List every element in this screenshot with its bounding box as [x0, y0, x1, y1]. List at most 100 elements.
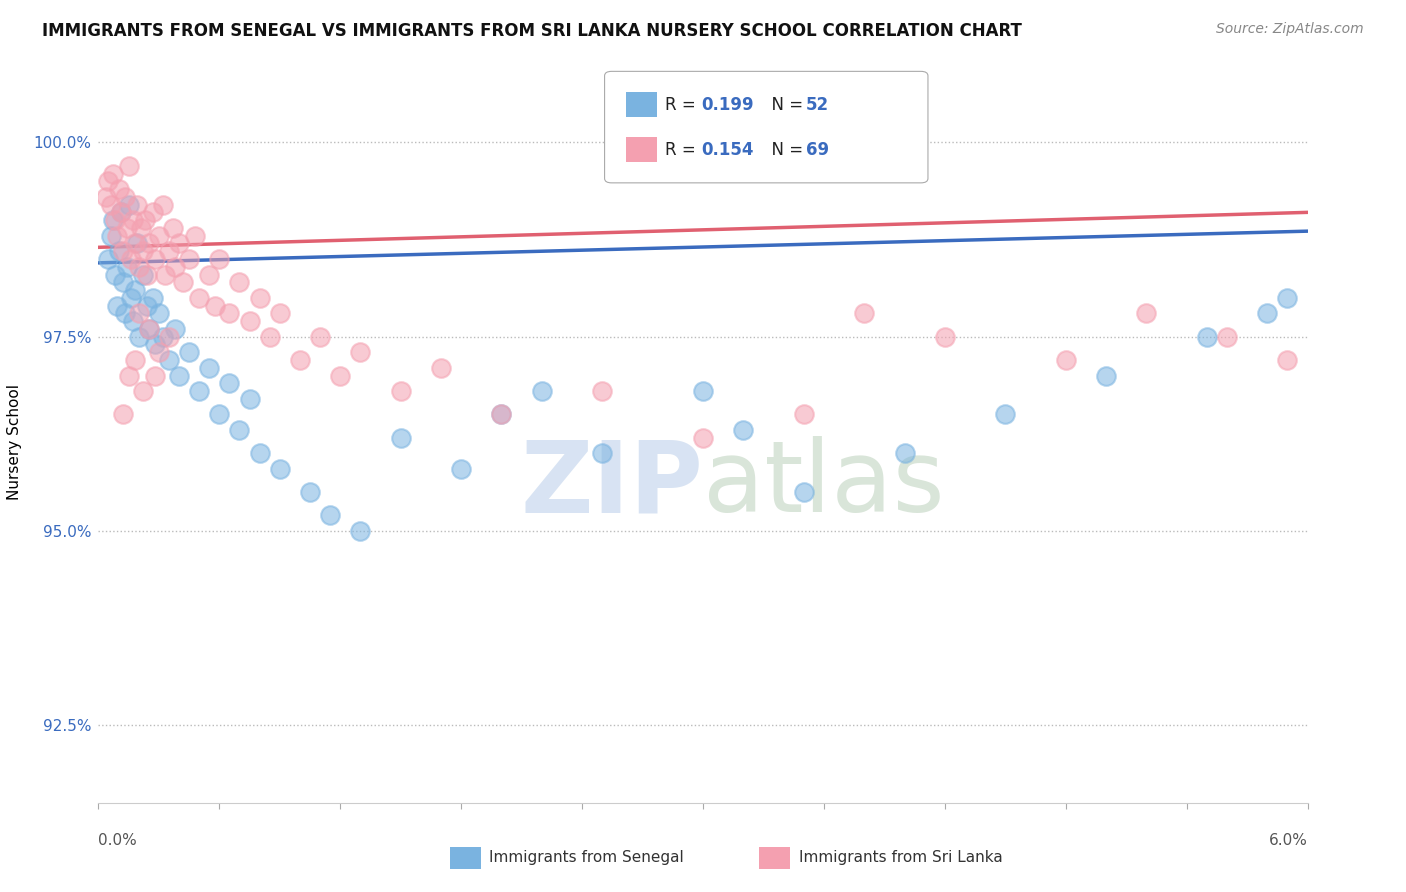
Point [1135, 306, 1157, 320]
Point [97, 252, 120, 266]
Point [163, 322, 186, 336]
Point [188, 384, 211, 398]
Point [198, 268, 221, 282]
Point [167, 368, 190, 383]
Point [125, 236, 148, 251]
Point [208, 252, 231, 266]
Text: ZIP: ZIP [520, 436, 703, 533]
Point [148, 228, 170, 243]
Point [105, 299, 128, 313]
Text: R =: R = [665, 141, 702, 159]
Point [135, 268, 157, 282]
Point [1095, 368, 1118, 383]
Point [204, 299, 226, 313]
Point [329, 368, 352, 383]
Point [114, 190, 136, 204]
Point [733, 423, 755, 437]
Point [793, 485, 815, 500]
Text: N =: N = [761, 141, 808, 159]
Point [288, 353, 311, 368]
Point [934, 329, 956, 343]
Point [853, 306, 876, 320]
Point [111, 408, 134, 422]
Point [309, 329, 332, 343]
Point [120, 291, 142, 305]
Text: 6.0%: 6.0% [1268, 833, 1308, 848]
Text: Immigrants from Senegal: Immigrants from Senegal [489, 850, 685, 864]
Point [138, 236, 160, 251]
Point [115, 220, 138, 235]
Point [692, 431, 714, 445]
Point [128, 260, 150, 274]
Y-axis label: Nursery School: Nursery School [7, 384, 22, 500]
Point [157, 244, 180, 259]
Point [450, 461, 472, 475]
Point [143, 337, 166, 351]
Text: 0.199: 0.199 [702, 95, 754, 113]
Text: 0.154: 0.154 [702, 141, 754, 159]
Text: Immigrants from Sri Lanka: Immigrants from Sri Lanka [799, 850, 1002, 864]
Point [132, 244, 155, 259]
Point [138, 322, 160, 336]
Point [124, 283, 146, 297]
Point [101, 167, 124, 181]
Point [138, 322, 160, 336]
Point [110, 205, 132, 219]
Point [692, 384, 714, 398]
Point [110, 205, 132, 219]
Point [152, 329, 174, 343]
Point [105, 228, 128, 243]
Point [128, 306, 150, 320]
Point [135, 299, 157, 313]
Point [249, 291, 271, 305]
Point [269, 461, 291, 475]
Point [111, 244, 134, 259]
Point [491, 408, 513, 422]
Point [121, 314, 143, 328]
Point [1277, 291, 1299, 305]
Point [389, 384, 412, 398]
Text: N =: N = [761, 95, 808, 113]
Text: 52: 52 [806, 95, 828, 113]
Text: R =: R = [665, 95, 702, 113]
Point [188, 291, 211, 305]
Point [239, 392, 262, 406]
Point [1216, 329, 1239, 343]
Point [319, 508, 342, 523]
Point [121, 213, 143, 227]
Point [118, 159, 141, 173]
Point [430, 360, 453, 375]
Point [111, 275, 134, 289]
Point [163, 260, 186, 274]
Point [994, 408, 1017, 422]
Point [103, 213, 125, 227]
Point [152, 197, 174, 211]
Point [249, 446, 271, 460]
Point [101, 213, 124, 227]
Point [157, 353, 180, 368]
Point [134, 213, 156, 227]
Text: 0.0%: 0.0% [98, 833, 138, 848]
Point [118, 197, 141, 211]
Point [107, 244, 129, 259]
Point [128, 329, 150, 343]
Point [218, 306, 240, 320]
Text: atlas: atlas [703, 436, 945, 533]
Point [591, 384, 613, 398]
Point [115, 260, 138, 274]
Point [96, 190, 118, 204]
Point [1256, 306, 1278, 320]
Point [157, 329, 180, 343]
Point [208, 408, 231, 422]
Point [124, 353, 146, 368]
Point [349, 524, 371, 538]
Text: 69: 69 [806, 141, 828, 159]
Point [162, 220, 184, 235]
Point [103, 268, 125, 282]
Point [793, 408, 815, 422]
Point [100, 228, 122, 243]
Point [125, 197, 148, 211]
Point [120, 252, 142, 266]
Point [179, 252, 201, 266]
Point [228, 275, 250, 289]
